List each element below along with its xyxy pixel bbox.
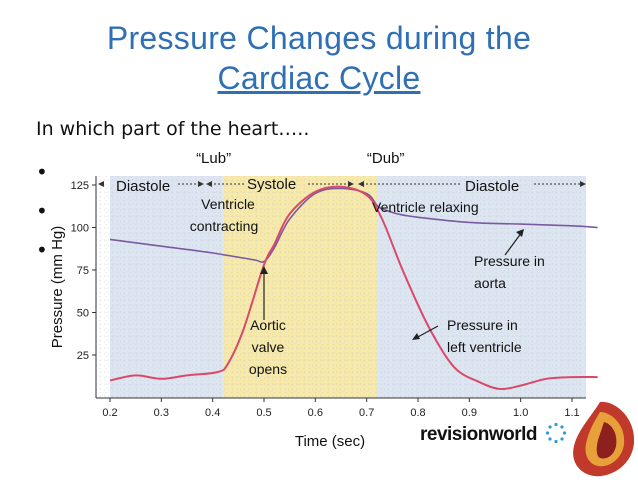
heart-illustration-icon xyxy=(560,398,638,479)
annotation-aorta-1: Pressure in xyxy=(474,253,545,269)
x-tick-label: 0.5 xyxy=(256,407,271,419)
annotation-ventricle-2: left ventricle xyxy=(447,339,522,355)
sound-label-dub: “Dub” xyxy=(367,150,405,167)
annotation-aortic-1: Aortic xyxy=(250,317,286,333)
logo-text-a: revision xyxy=(420,424,489,445)
annotation-ventricle-contracting-2: contracting xyxy=(190,218,258,234)
revisionworld-logo: revisionworld xyxy=(420,424,537,446)
phase-label-systole: Systole xyxy=(247,176,296,193)
annotation-ventricle-1: Pressure in xyxy=(447,317,518,333)
x-tick-label: 1.0 xyxy=(513,407,528,419)
phase-label-diastole-1: Diastole xyxy=(116,178,170,195)
y-tick-label: 125 xyxy=(71,180,89,192)
y-tick-label: 100 xyxy=(71,223,89,235)
x-tick-label: 0.9 xyxy=(462,407,477,419)
sound-label-lub: “Lub” xyxy=(196,150,231,167)
annotation-aortic-3: opens xyxy=(249,361,287,377)
x-tick-label: 0.6 xyxy=(308,407,323,419)
logo-text-b: world xyxy=(489,424,537,445)
annotation-ventricle-relaxing: Ventricle relaxing xyxy=(372,199,479,215)
phase-label-diastole-2: Diastole xyxy=(465,178,519,195)
annotation-aortic-2: valve xyxy=(252,339,285,355)
x-tick-label: 0.4 xyxy=(205,407,220,419)
y-tick-label: 25 xyxy=(77,350,89,362)
annotation-ventricle-contracting-1: Ventricle xyxy=(201,196,255,212)
x-tick-label: 0.2 xyxy=(102,407,117,419)
annotation-aorta-2: aorta xyxy=(474,275,506,291)
x-tick-label: 0.3 xyxy=(154,407,169,419)
y-tick-label: 50 xyxy=(77,308,89,320)
y-tick-label: 75 xyxy=(77,265,89,277)
x-tick-label: 0.7 xyxy=(359,407,374,419)
x-axis-label: Time (sec) xyxy=(295,433,365,450)
x-tick-label: 0.8 xyxy=(410,407,425,419)
y-axis-label: Pressure (mm Hg) xyxy=(49,226,66,349)
